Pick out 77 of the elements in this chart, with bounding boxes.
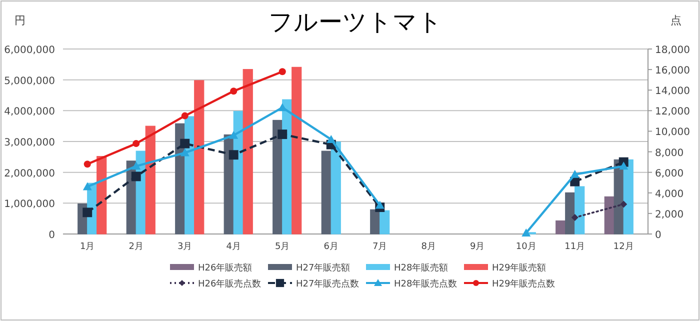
point <box>230 88 238 95</box>
y-tick-label: 1,000,000 <box>4 199 55 210</box>
point <box>82 208 92 218</box>
x-tick-label: 5月 <box>275 242 290 252</box>
y2-tick-label: 4,000 <box>655 188 684 200</box>
y-tick-label: 0 <box>48 230 55 241</box>
bar <box>292 66 302 234</box>
legend-label: H26年販売額 <box>198 262 252 274</box>
legend-label: H28年販売額 <box>394 262 448 274</box>
bar <box>556 220 566 234</box>
y2-tick-label: 16,000 <box>655 66 690 77</box>
x-tick-label: 10月 <box>516 242 536 252</box>
point <box>132 140 140 148</box>
y-tick-label: 3,000,000 <box>4 138 55 148</box>
y2-tick-label: 6,000 <box>655 168 684 180</box>
legend-label: H29年販売額 <box>492 262 546 274</box>
x-tick-label: 6月 <box>324 242 338 252</box>
legend-label: H27年販売点数 <box>296 278 360 290</box>
bar <box>370 209 380 234</box>
bar <box>604 196 614 234</box>
point <box>131 172 141 182</box>
x-tick-label: 11月 <box>564 242 586 252</box>
bar <box>574 186 585 234</box>
point <box>620 200 628 208</box>
y2-tick-label: 2,000 <box>655 209 684 220</box>
legend-label: H26年販売点数 <box>198 278 262 290</box>
y2-tick-label: 12,000 <box>655 106 690 118</box>
x-tick-label: 4月 <box>226 242 241 252</box>
point <box>180 148 190 156</box>
bar <box>194 80 204 234</box>
x-tick-label: 8月 <box>421 242 436 252</box>
bar <box>623 159 634 234</box>
y-tick-label: 5,000,000 <box>4 76 55 87</box>
y-tick-label: 2,000,000 <box>4 168 55 180</box>
y-tick-label: 4,000,000 <box>4 106 55 118</box>
chart-title: フルーツトマト <box>268 8 442 36</box>
point <box>522 228 531 236</box>
point <box>570 170 580 178</box>
point <box>82 182 92 190</box>
point <box>181 112 188 120</box>
bar <box>272 120 283 234</box>
bar <box>565 192 576 234</box>
point <box>278 68 286 76</box>
bar <box>380 210 390 234</box>
y-tick-label: 6,000,000 <box>4 45 55 56</box>
point <box>619 162 628 170</box>
y2-tick-label: 10,000 <box>655 127 690 138</box>
point <box>278 130 288 140</box>
x-tick-label: 7月 <box>372 242 388 252</box>
x-tick-label: 12月 <box>613 242 634 252</box>
legend-label: H28年販売点数 <box>394 278 458 290</box>
point <box>132 162 141 170</box>
legend-label: H29年販売点数 <box>492 278 556 290</box>
x-tick-label: 9月 <box>470 242 485 252</box>
bar <box>96 156 107 234</box>
bar <box>330 142 341 234</box>
x-tick-label: 1月 <box>80 242 95 252</box>
point <box>571 214 578 222</box>
y2-tick-label: 0 <box>655 230 662 241</box>
y2-tick-label: 8,000 <box>655 148 684 159</box>
bar <box>145 126 156 234</box>
point <box>326 134 336 143</box>
x-tick-label: 2月 <box>128 242 144 252</box>
point <box>228 150 238 160</box>
point <box>84 160 91 168</box>
y2-tick-label: 14,000 <box>655 86 690 98</box>
bar <box>242 69 253 234</box>
point <box>180 138 190 148</box>
point <box>278 103 287 112</box>
y-axis-title: 円 <box>14 14 26 27</box>
legend-label: H27年販売額 <box>296 262 350 274</box>
x-tick-label: 3月 <box>178 242 192 252</box>
y2-axis-title: 点 <box>670 14 682 27</box>
point <box>375 200 384 209</box>
point <box>229 130 238 139</box>
bar <box>321 150 332 234</box>
y2-tick-label: 18,000 <box>655 45 690 56</box>
